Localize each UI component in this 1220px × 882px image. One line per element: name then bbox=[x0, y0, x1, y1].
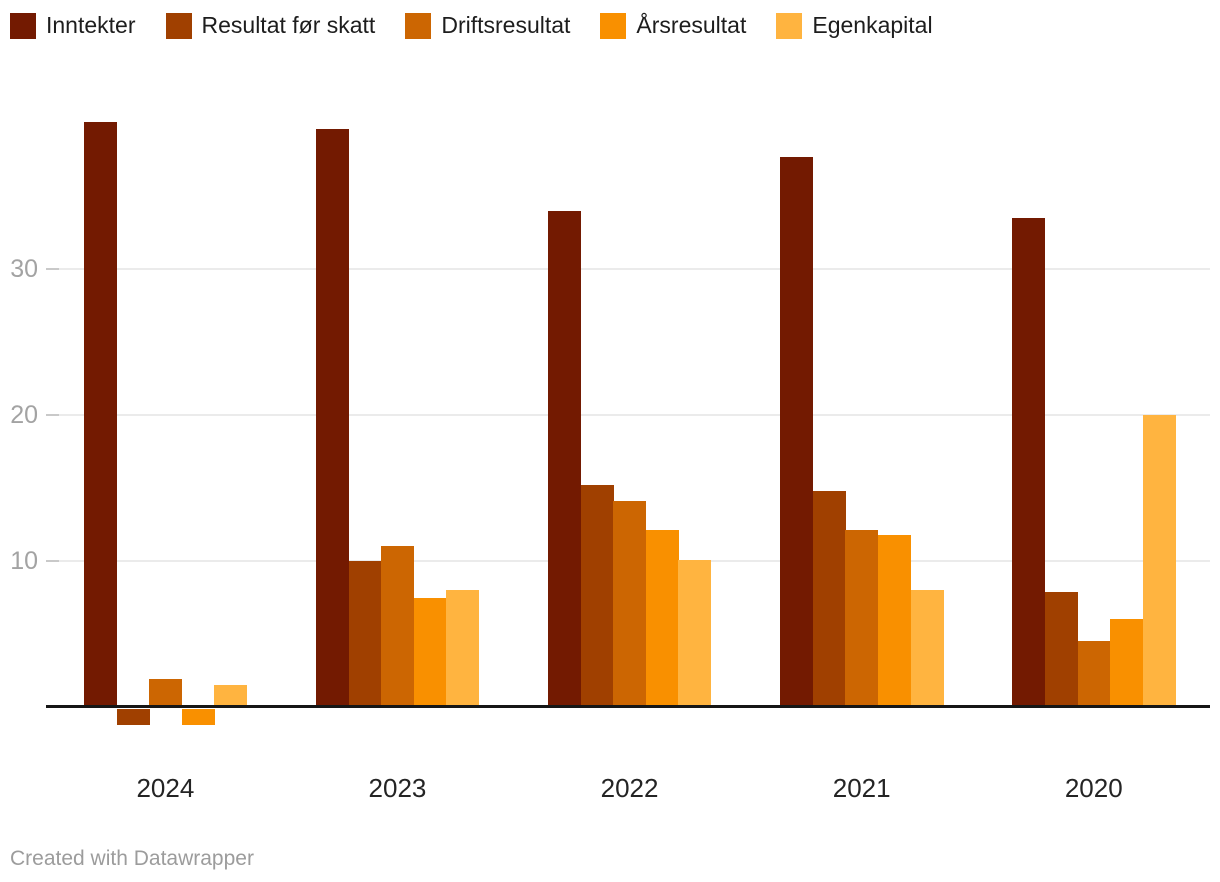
bar bbox=[181, 709, 215, 726]
bar bbox=[1012, 217, 1046, 707]
legend-swatch bbox=[10, 12, 36, 39]
x-axis-label: 2023 bbox=[368, 773, 427, 803]
legend-label: Resultat før skatt bbox=[201, 12, 376, 38]
legend-swatch bbox=[165, 12, 192, 39]
y-tick-mark bbox=[46, 268, 59, 270]
legend-item: Resultat før skatt bbox=[165, 12, 376, 39]
bar bbox=[1077, 641, 1111, 707]
x-axis-label: 2020 bbox=[1064, 773, 1123, 803]
y-axis-tick-label: 30 bbox=[10, 255, 38, 283]
bar bbox=[877, 534, 911, 707]
bar bbox=[348, 561, 382, 707]
footer-credit-link[interactable]: Created with Datawrapper bbox=[10, 847, 254, 870]
bar bbox=[645, 530, 679, 707]
bar bbox=[1110, 619, 1144, 707]
bar bbox=[1044, 591, 1078, 707]
bar bbox=[580, 485, 614, 707]
bar bbox=[678, 559, 712, 707]
legend-swatch bbox=[405, 12, 432, 39]
bar bbox=[116, 709, 150, 726]
legend-label: Egenkapital bbox=[812, 12, 933, 38]
gridline bbox=[46, 414, 1210, 416]
bar bbox=[812, 490, 846, 707]
legend-item: Årsresultat bbox=[600, 12, 746, 39]
x-axis-label: 2022 bbox=[600, 773, 659, 803]
bar bbox=[316, 128, 350, 707]
y-tick-mark bbox=[46, 560, 59, 562]
legend-item: Inntekter bbox=[10, 12, 136, 39]
legend-label: Driftsresultat bbox=[441, 12, 571, 38]
bar bbox=[214, 685, 248, 707]
bar bbox=[780, 156, 814, 707]
x-axis-baseline bbox=[46, 705, 1210, 708]
legend-label: Årsresultat bbox=[636, 12, 747, 38]
y-axis-tick-label: 20 bbox=[10, 401, 38, 429]
legend: Inntekter Resultat før skatt Driftsresulta… bbox=[10, 12, 933, 39]
y-tick-mark bbox=[46, 414, 59, 416]
bar bbox=[548, 210, 582, 707]
bar bbox=[381, 546, 415, 707]
legend-item: Driftsresultat bbox=[405, 12, 570, 39]
y-axis-tick-label: 10 bbox=[10, 547, 38, 575]
bar bbox=[149, 679, 183, 707]
legend-swatch bbox=[776, 12, 803, 39]
gridline bbox=[46, 268, 1210, 270]
bar bbox=[84, 121, 118, 707]
legend-label: Inntekter bbox=[46, 12, 136, 38]
bar bbox=[446, 590, 480, 707]
x-axis-label: 2021 bbox=[832, 773, 891, 803]
bar bbox=[845, 530, 879, 707]
bar bbox=[613, 501, 647, 707]
legend-item: Egenkapital bbox=[776, 12, 933, 39]
legend-swatch bbox=[600, 12, 627, 39]
bar bbox=[1142, 415, 1176, 707]
x-axis-label: 2024 bbox=[136, 773, 195, 803]
bar bbox=[413, 597, 447, 707]
bar bbox=[910, 590, 944, 707]
